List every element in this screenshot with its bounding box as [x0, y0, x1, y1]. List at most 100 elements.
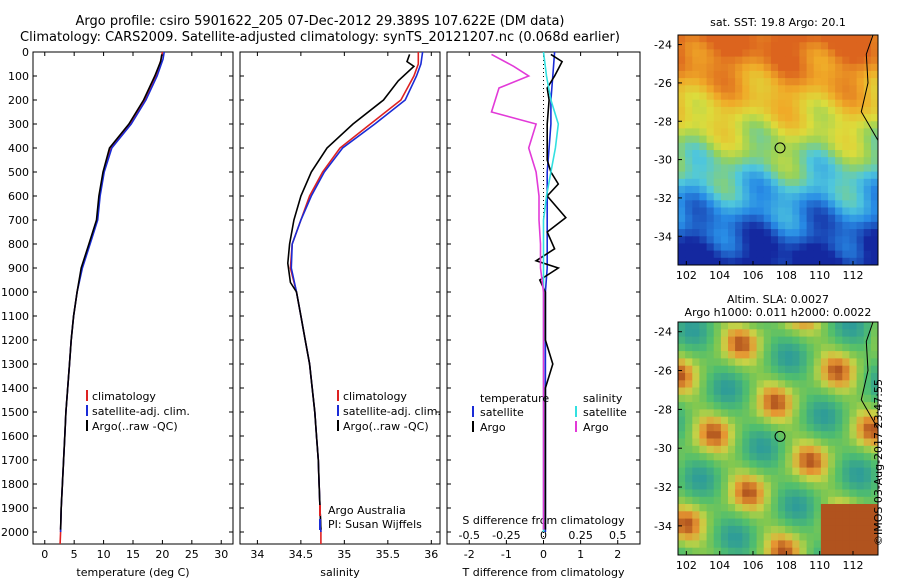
map-cell	[792, 489, 800, 498]
map-cell	[856, 365, 865, 374]
map-cell	[756, 489, 765, 498]
map-cell	[842, 185, 850, 194]
map-cell	[806, 394, 815, 403]
y-tick-label: 1700	[1, 454, 29, 467]
map-cell	[792, 178, 800, 187]
map-cell	[856, 322, 865, 330]
x2-tick-label: 0.5	[609, 529, 627, 542]
map-cell	[728, 322, 736, 330]
map-cell	[828, 365, 836, 374]
map-cell	[720, 200, 729, 208]
map-cell	[706, 474, 715, 483]
map-cell	[799, 431, 807, 439]
map-cell	[749, 336, 757, 345]
map-cell	[749, 416, 757, 425]
map-cell	[699, 92, 707, 101]
map-cell	[706, 164, 715, 173]
map-cell	[813, 525, 822, 534]
map-cell	[692, 236, 700, 244]
map-cell	[720, 453, 729, 461]
map-cell	[678, 236, 686, 244]
map-cell	[849, 99, 857, 108]
map-cell	[678, 336, 686, 345]
map-cell	[735, 380, 743, 389]
map-cell	[820, 243, 829, 252]
legend-label: salinity	[583, 392, 623, 405]
map-cell	[685, 416, 693, 425]
map-cell	[835, 193, 843, 201]
map-cell	[792, 336, 800, 345]
map-cell	[870, 423, 879, 432]
map-cell	[742, 496, 750, 505]
map-cell	[692, 157, 700, 165]
map-cell	[863, 431, 872, 439]
map-cell	[842, 92, 850, 101]
map-cell	[856, 474, 865, 483]
map-cell	[870, 438, 879, 447]
map-cell	[856, 142, 865, 151]
x-axis-label: salinity	[320, 566, 360, 579]
map-cell	[699, 351, 707, 359]
map-cell	[720, 460, 729, 469]
map-cell	[756, 35, 765, 43]
map-cell	[820, 518, 829, 527]
map-cell	[778, 229, 786, 237]
map-cell	[849, 214, 857, 223]
map-cell	[763, 445, 772, 454]
map-cell	[699, 322, 707, 330]
map-cell	[820, 70, 829, 79]
map-cell	[720, 373, 729, 381]
map-cell	[699, 533, 707, 541]
map-cell	[692, 336, 700, 345]
map-cell	[685, 35, 693, 43]
map-cell	[756, 467, 765, 476]
map-cell	[835, 416, 843, 425]
map-cell	[699, 164, 707, 173]
map-cell	[856, 394, 865, 403]
map-cell	[770, 164, 779, 173]
map-cell	[735, 229, 743, 237]
map-cell	[778, 409, 786, 418]
map-cell	[685, 322, 693, 330]
map-cell	[828, 380, 836, 389]
map-cell	[742, 540, 750, 549]
annotation-line-1: Argo Australia	[328, 504, 406, 517]
map-cell	[756, 358, 765, 367]
map-cell	[749, 394, 757, 403]
map-cell	[785, 157, 793, 165]
map-cell	[692, 373, 700, 381]
map-cell	[799, 250, 807, 259]
map-cell	[763, 106, 772, 115]
map-cell	[685, 250, 693, 259]
map-cell	[870, 394, 879, 403]
map-cell	[678, 114, 686, 122]
map-cell	[813, 343, 822, 352]
map-cell	[756, 142, 765, 151]
map-cell	[856, 525, 865, 534]
map-cell	[792, 250, 800, 259]
map-cell	[863, 85, 872, 93]
map-cell	[742, 402, 750, 410]
map-cell	[756, 453, 765, 461]
x-tick-label: 5	[71, 548, 78, 561]
map-cell	[713, 250, 722, 259]
map-cell	[849, 92, 857, 101]
map-cell	[778, 336, 786, 345]
map-cell	[806, 460, 815, 469]
map-cell	[685, 114, 693, 122]
map-cell	[828, 250, 836, 259]
map-cell	[763, 402, 772, 410]
map-cell	[828, 518, 836, 527]
map-cell	[756, 214, 765, 223]
map-cell	[728, 351, 736, 359]
map-cell	[685, 92, 693, 101]
map-cell	[835, 329, 843, 338]
map-cell	[785, 243, 793, 252]
map-cell	[770, 489, 779, 498]
map-cell	[813, 329, 822, 338]
coastline	[860, 34, 879, 141]
map-cell	[699, 214, 707, 223]
map-cell	[713, 467, 722, 476]
map-cell	[735, 236, 743, 244]
map-cell	[799, 49, 807, 58]
